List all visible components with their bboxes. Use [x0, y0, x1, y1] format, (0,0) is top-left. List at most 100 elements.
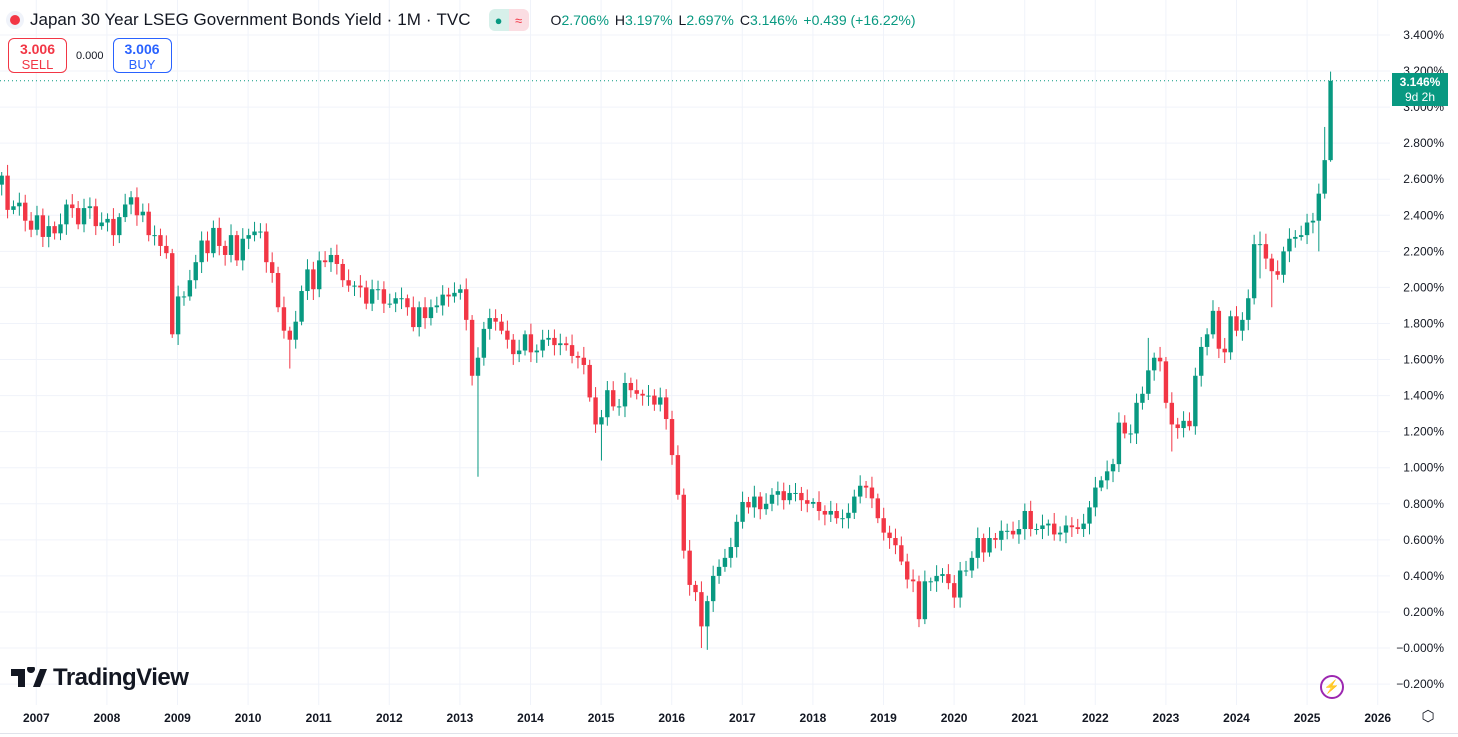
candle-up	[1087, 501, 1092, 535]
candle-down	[981, 533, 986, 562]
price-tick-label: 0.400%	[1403, 569, 1444, 583]
candle-body	[716, 566, 722, 576]
candle-body	[611, 390, 616, 407]
candle-body	[810, 501, 816, 504]
lightning-icon[interactable]: ⚡	[1320, 675, 1344, 699]
candle-up	[317, 251, 322, 298]
candle-body	[1157, 357, 1163, 362]
candle-body	[164, 245, 169, 254]
axis-settings-icon[interactable]: ⬡	[1421, 708, 1435, 725]
low-label: L	[678, 12, 687, 28]
candle-down	[217, 217, 222, 256]
symbol-title[interactable]: Japan 30 Year LSEG Government Bonds Yiel…	[30, 10, 382, 29]
candle-body	[399, 298, 404, 300]
time-axis[interactable]: 2007 2008 2009 2010 2011 2012 2013 2014 2015 2016…	[23, 711, 1391, 725]
candle-body	[1122, 422, 1127, 434]
price-tick-label: 2.800%	[1403, 136, 1444, 150]
candle-down	[422, 297, 428, 329]
time-tick-label: 2021	[1011, 711, 1038, 725]
candle-body	[1057, 532, 1063, 535]
approx-data-icon[interactable]: ≈	[508, 9, 529, 31]
candle-up	[1287, 228, 1292, 263]
sell-label: SELL	[21, 57, 54, 72]
candle-down	[669, 410, 675, 465]
high-value: 3.197%	[625, 12, 673, 28]
candle-up	[181, 291, 187, 306]
candle-body	[934, 575, 939, 582]
candle-down	[887, 525, 892, 549]
candle-down	[681, 488, 686, 559]
candle-up	[175, 285, 181, 345]
candle-body	[1081, 523, 1086, 530]
candle-body	[193, 262, 198, 281]
candle-body	[434, 305, 440, 308]
candle-body	[816, 501, 822, 511]
candle-body	[5, 175, 10, 210]
time-tick-label: 2019	[870, 711, 897, 725]
candle-body	[705, 601, 710, 627]
candle-body	[87, 206, 93, 209]
candle-body	[963, 570, 969, 572]
open-value: 2.706%	[561, 12, 609, 28]
time-tick-label: 2020	[941, 711, 968, 725]
sell-button[interactable]: 3.006 SELL	[8, 38, 67, 73]
candle-down	[334, 244, 340, 275]
candle-down	[111, 208, 116, 246]
candle-down	[1216, 307, 1222, 359]
candle-body	[452, 292, 457, 297]
candle-body	[652, 395, 657, 405]
candle-up	[1081, 513, 1086, 537]
candle-body	[1128, 433, 1133, 435]
candle-up	[1240, 312, 1245, 341]
market-open-dot-icon[interactable]: ●	[488, 9, 509, 31]
candle-up	[1151, 352, 1157, 381]
candle-body	[1063, 525, 1069, 533]
candle-body	[722, 557, 728, 567]
buy-button[interactable]: 3.006 BUY	[112, 38, 172, 73]
candle-down	[946, 564, 951, 590]
candle-body	[887, 532, 892, 539]
symbol-header: Japan 30 Year LSEG Government Bonds Yiel…	[10, 9, 916, 31]
candle-up	[940, 568, 945, 583]
candle-up	[646, 384, 651, 406]
candle-body	[522, 334, 528, 351]
candle-up	[1246, 289, 1251, 331]
candle-down	[146, 203, 151, 242]
candle-up	[1210, 300, 1216, 339]
candle-up	[1040, 514, 1045, 540]
candle-body	[252, 231, 257, 236]
candle-up	[252, 221, 257, 242]
candle-body	[111, 218, 116, 236]
candle-up	[193, 254, 198, 289]
candle-body	[446, 294, 451, 297]
candle-body	[852, 496, 857, 513]
candle-body	[781, 491, 786, 501]
price-axis[interactable]: 3.400%3.200%3.000%2.800%2.600%2.400%2.20…	[1396, 28, 1444, 691]
candle-body	[599, 417, 604, 425]
tradingview-logo[interactable]: TradingView	[11, 664, 189, 692]
candle-up	[1110, 458, 1116, 483]
candle-up	[440, 285, 445, 316]
candle-body	[358, 285, 363, 288]
market-status[interactable]: ● ≈	[488, 9, 529, 31]
candle-body	[369, 289, 375, 304]
candle-body	[528, 334, 534, 353]
candle-down	[587, 359, 592, 402]
candle-up	[293, 310, 298, 349]
candle-up	[199, 231, 204, 273]
candle-up	[852, 489, 857, 520]
candle-up	[957, 561, 963, 608]
interval-label[interactable]: 1M	[397, 10, 421, 29]
candle-up	[605, 381, 610, 426]
price-tick-label: 1.400%	[1403, 389, 1444, 403]
candle-up	[516, 339, 522, 363]
candle-body	[105, 218, 110, 223]
candle-down	[5, 164, 10, 219]
candle-body	[469, 319, 475, 376]
time-tick-label: 2025	[1294, 711, 1321, 725]
candle-body	[758, 496, 763, 510]
candle-up	[828, 500, 833, 523]
candle-down	[1234, 306, 1239, 337]
candle-up	[599, 409, 604, 461]
